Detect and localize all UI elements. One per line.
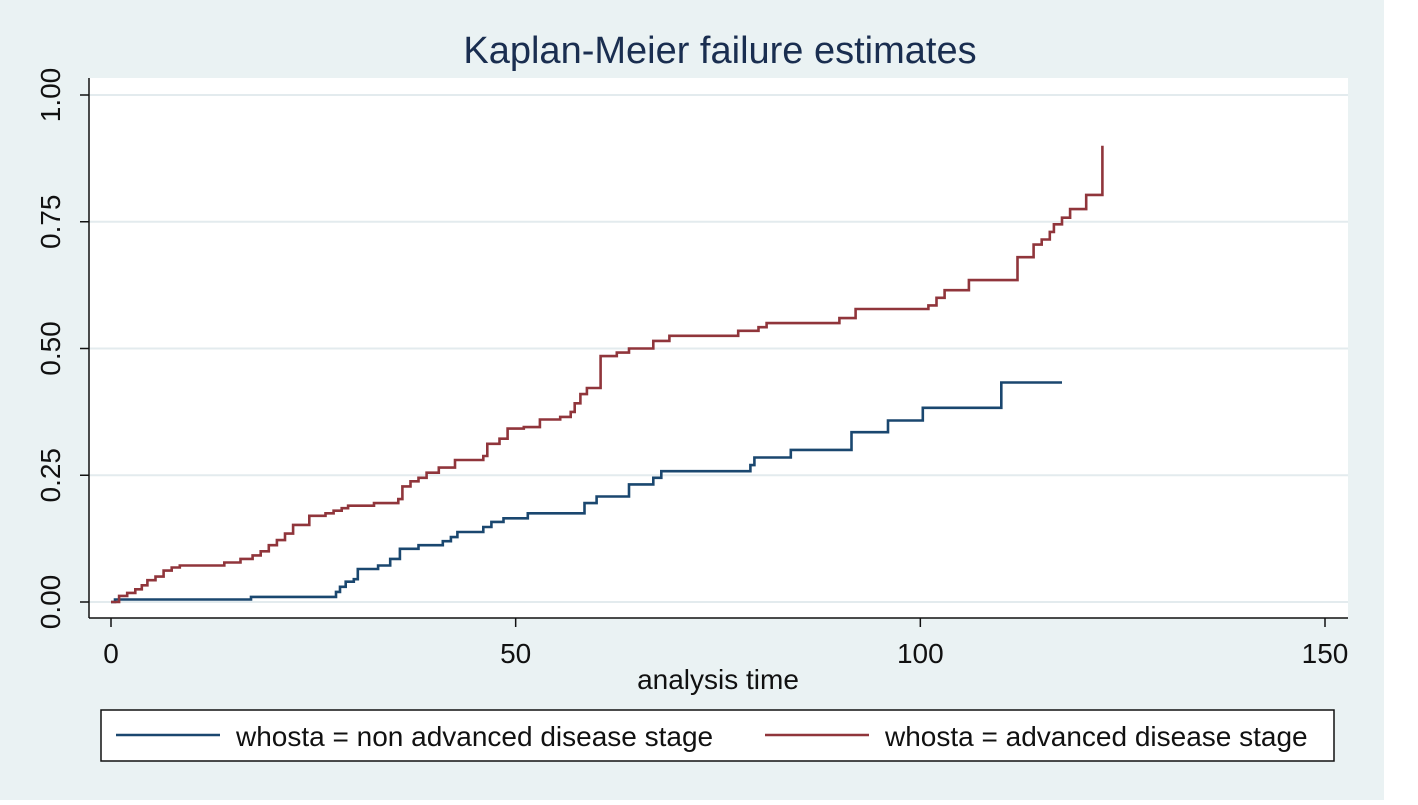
chart-title: Kaplan-Meier failure estimates [463, 30, 976, 72]
legend-box [100, 709, 1335, 762]
legend: whosta = non advanced disease stage whos… [100, 709, 1335, 762]
axis-ticks: 0.00 0.25 0.50 0.75 1.00 0 50 100 150 [35, 68, 1348, 669]
series-line-advanced [111, 145, 1104, 604]
x-tick-label: 150 [1302, 638, 1349, 669]
y-tick-label: 0.25 [35, 448, 66, 503]
x-tick-label: 0 [103, 638, 119, 669]
legend-label-advanced: whosta = advanced disease stage [884, 721, 1308, 752]
y-tick-label: 0.00 [35, 575, 66, 630]
x-tick-label: 50 [500, 638, 531, 669]
x-axis-label: analysis time [637, 664, 799, 695]
legend-label-non-advanced: whosta = non advanced disease stage [235, 721, 713, 752]
y-tick-label: 0.75 [35, 195, 66, 250]
data-series [111, 145, 1104, 604]
y-tick-label: 1.00 [35, 68, 66, 123]
series-line-non-advanced [111, 381, 1062, 604]
x-tick-label: 100 [897, 638, 944, 669]
y-tick-label: 0.50 [35, 321, 66, 376]
grid-lines [89, 94, 1348, 603]
